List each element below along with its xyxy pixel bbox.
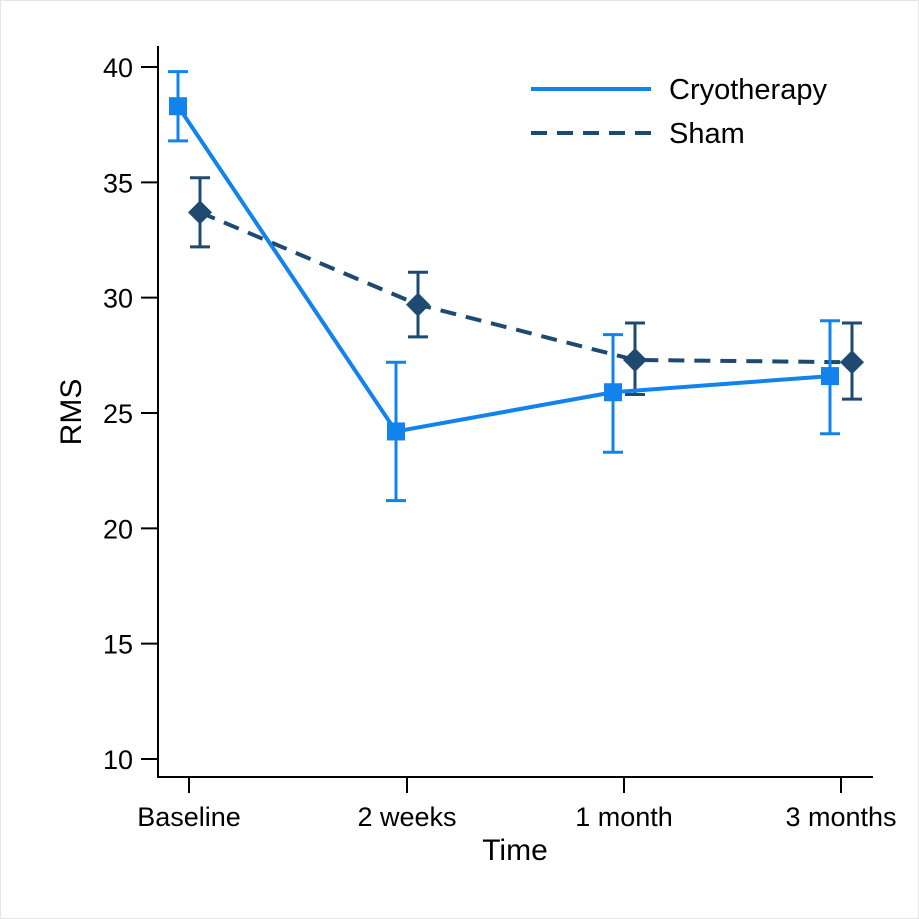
x-axis-ticks: Baseline 2 weeks 1 month 3 months: [137, 777, 897, 832]
data-point-cryotherapy: [604, 383, 622, 402]
y-tick-label: 35: [103, 168, 133, 198]
series-line-sham: [199, 210, 853, 365]
series-layer: [168, 70, 864, 503]
legend-label-sham: Sham: [669, 118, 745, 150]
y-tick-label: 40: [103, 53, 133, 83]
data-point-sham: [406, 292, 430, 317]
legend: Cryotherapy Sham: [531, 74, 827, 150]
x-axis-title: Time: [482, 834, 548, 867]
y-tick-label: 20: [103, 514, 133, 544]
y-tick-label: 10: [103, 745, 133, 775]
data-point-cryotherapy: [387, 422, 405, 441]
y-tick-label: 15: [103, 630, 133, 660]
y-tick-label: 30: [103, 284, 133, 314]
data-point-sham: [840, 350, 864, 375]
x-tick-label: 3 months: [785, 802, 896, 832]
axes: 10 15 20 25 30 35 40 Baseline 2 weeks 1 month 3 m…: [55, 46, 897, 867]
x-tick-label: 2 weeks: [357, 802, 456, 832]
legend-label-cryotherapy: Cryotherapy: [669, 74, 827, 106]
data-point-sham: [623, 347, 647, 372]
series-sham: [188, 176, 864, 401]
data-point-cryotherapy: [169, 97, 187, 116]
y-tick-label: 25: [103, 399, 133, 429]
data-point-cryotherapy: [821, 367, 839, 386]
series-cryotherapy: [168, 70, 840, 503]
x-tick-label: Baseline: [137, 802, 241, 832]
y-axis-title: RMS: [55, 379, 88, 446]
data-point-sham: [188, 200, 212, 225]
x-tick-label: 1 month: [575, 802, 673, 832]
y-axis-ticks: 10 15 20 25 30 35 40: [103, 53, 158, 775]
series-line-cryotherapy: [176, 105, 831, 434]
